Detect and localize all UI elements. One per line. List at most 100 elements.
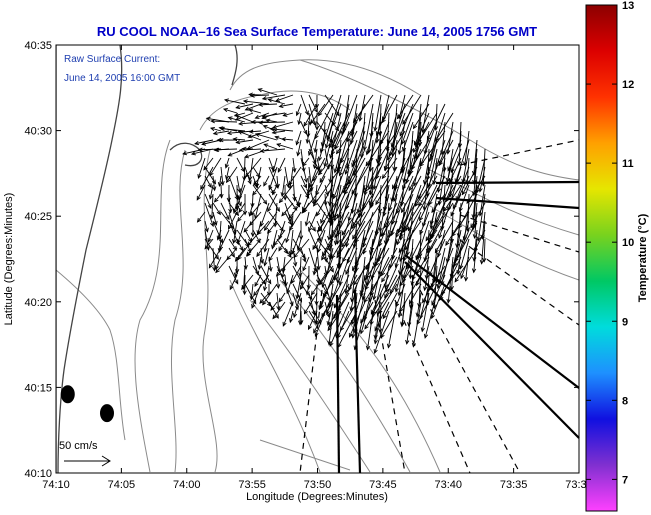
current-vector [235, 184, 246, 209]
current-vector [426, 247, 430, 279]
current-vector [272, 121, 294, 129]
current-vector-head [394, 263, 399, 269]
current-vector [263, 175, 270, 187]
current-vector [236, 193, 242, 206]
current-vector-head [190, 151, 196, 156]
scale-arrow [64, 455, 111, 467]
current-vector [284, 247, 292, 258]
current-vector-head [207, 237, 212, 243]
current-vector [393, 139, 398, 171]
current-vector-head [226, 197, 231, 203]
current-vector [233, 220, 238, 244]
current-vector-head [219, 126, 225, 132]
current-vector-head [225, 178, 231, 184]
current-vector-head [253, 291, 258, 297]
current-vector [228, 247, 235, 258]
current-vector-head [365, 345, 371, 351]
current-vector [341, 211, 358, 236]
current-vector-head [242, 290, 247, 296]
current-vector [321, 256, 334, 287]
current-vector [308, 310, 318, 324]
current-vector-head [304, 221, 309, 227]
current-vector [378, 283, 398, 314]
current-vector [236, 238, 244, 251]
current-vector-head [247, 179, 252, 185]
current-vector [327, 301, 334, 326]
current-vector [465, 247, 470, 281]
current-vector [373, 148, 382, 190]
current-vector [283, 112, 294, 117]
current-vector-head [374, 326, 379, 332]
current-vector [276, 143, 294, 150]
current-vector [336, 283, 350, 304]
current-vector [429, 220, 446, 251]
current-vector-head [419, 162, 424, 168]
current-vector-head [212, 131, 218, 136]
current-vector-head [257, 265, 262, 270]
current-vector [276, 175, 279, 188]
current-vector-head [373, 339, 378, 345]
current-vector [224, 99, 246, 105]
current-vector-head [250, 232, 255, 238]
current-vector-head [217, 247, 222, 253]
current-vector [312, 211, 334, 250]
current-vector-head [230, 252, 235, 258]
current-vector [394, 157, 406, 190]
current-vector [351, 184, 358, 214]
current-vector [229, 274, 238, 290]
current-vector-head [323, 162, 328, 168]
current-vector [270, 128, 294, 132]
current-vector-head [218, 137, 224, 143]
current-vector [215, 148, 238, 151]
current-vector [359, 94, 366, 122]
current-vector [266, 119, 278, 123]
current-vector [228, 211, 238, 230]
current-vector-head [216, 235, 221, 241]
current-vector [442, 175, 454, 202]
current-vector [393, 166, 406, 202]
current-vector [284, 211, 292, 225]
current-vector [324, 148, 330, 169]
current-vector [225, 157, 230, 168]
current-vector-head [434, 248, 439, 254]
current-vector [308, 112, 311, 125]
current-vector-head [324, 143, 330, 149]
current-vector [452, 229, 462, 268]
current-vector [370, 220, 382, 252]
current-vector-head [419, 230, 424, 236]
current-vector [350, 112, 358, 144]
current-vector [348, 193, 358, 221]
current-vector-head [248, 237, 253, 243]
current-vector [419, 184, 438, 221]
current-vector [236, 139, 254, 144]
current-vector [285, 220, 294, 243]
current-vector-head [308, 226, 313, 232]
x-tick-label: 74:05 [108, 479, 136, 491]
current-vector [246, 247, 254, 257]
current-vector-head [271, 168, 277, 174]
current-vector-head [341, 242, 346, 248]
current-vector-head [417, 141, 423, 147]
current-vector-head [275, 284, 281, 290]
current-vector-head [254, 114, 260, 119]
current-vector-head [364, 324, 369, 330]
current-vector-head [327, 340, 332, 346]
current-vector [272, 301, 286, 319]
current-vector-head [352, 243, 357, 249]
current-vector [337, 310, 350, 339]
current-vector [289, 229, 294, 255]
current-vector [434, 220, 454, 253]
current-vector [326, 247, 334, 275]
current-vector-head [209, 214, 215, 220]
current-vector [220, 202, 230, 220]
current-vector [219, 229, 230, 250]
current-vector [374, 301, 390, 331]
current-vector [241, 274, 254, 290]
current-vector [329, 112, 342, 159]
current-vector-head [228, 224, 232, 230]
current-vector [302, 256, 310, 271]
current-vector-head [222, 107, 228, 113]
current-vector [238, 175, 246, 200]
current-vector [253, 274, 270, 296]
current-vector [387, 301, 398, 348]
